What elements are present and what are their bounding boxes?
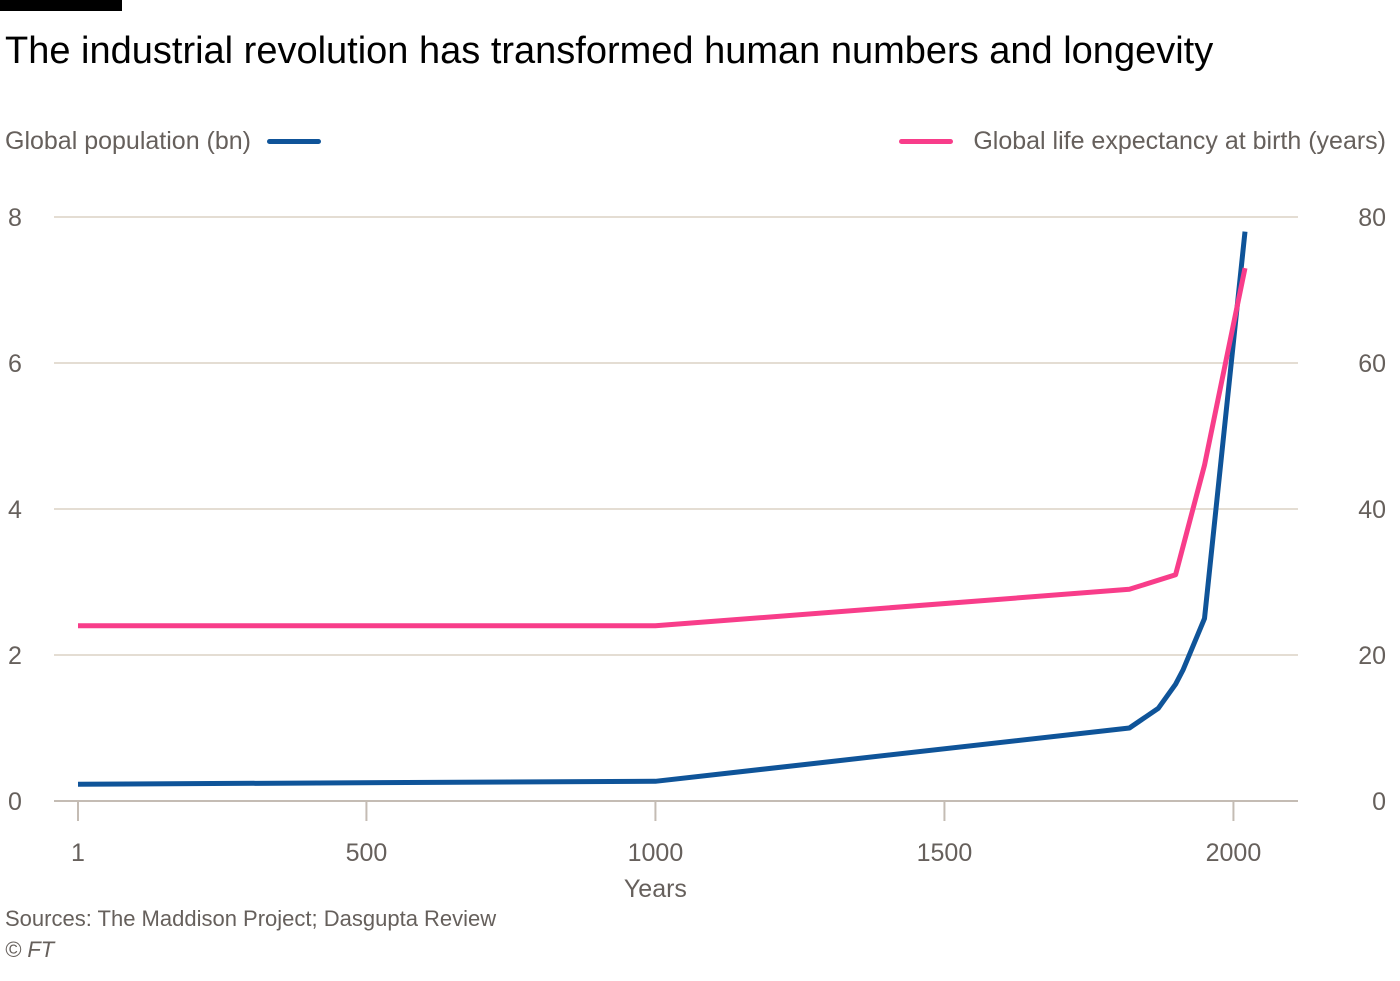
y-right-tick-label: 60: [1358, 350, 1386, 378]
legend-life-expectancy: Global life expectancy at birth (years): [899, 124, 1386, 158]
y-left-tick-label: 6: [8, 350, 22, 378]
y-axis-left-ticks: 0 2 4 6 8: [8, 204, 22, 816]
legend-population-swatch: [267, 138, 321, 144]
chart-title: The industrial revolution has transforme…: [5, 30, 1214, 72]
ft-top-bar: [0, 0, 122, 11]
gridlines: [54, 216, 1298, 656]
y-right-tick-label: 0: [1372, 788, 1386, 816]
series-line-life-expectancy: [78, 267, 1248, 629]
legend-population-label: Global population (bn): [5, 126, 251, 155]
x-tick-label: 1500: [917, 839, 973, 867]
y-left-tick-label: 4: [8, 496, 22, 524]
y-right-tick-label: 40: [1358, 496, 1386, 524]
y-axis-right-ticks: 0 20 40 60 80: [1358, 204, 1386, 816]
y-right-tick-label: 80: [1358, 204, 1386, 232]
x-axis-ticks: 1 500 1000 1500 2000: [71, 801, 1261, 867]
y-left-tick-label: 0: [8, 788, 22, 816]
x-axis-label: Years: [624, 875, 687, 903]
copyright: © FT: [5, 937, 55, 962]
x-tick-label: 2000: [1206, 839, 1262, 867]
y-left-tick-label: 8: [8, 204, 22, 232]
legend-life-label: Global life expectancy at birth (years): [973, 126, 1386, 155]
series-lines: [77, 231, 1248, 787]
x-tick-label: 1: [71, 839, 85, 867]
y-left-tick-label: 2: [8, 642, 22, 670]
legend-life-swatch: [899, 138, 954, 144]
y-right-tick-label: 20: [1358, 642, 1386, 670]
x-tick-label: 500: [346, 839, 388, 867]
legend-population: Global population (bn): [5, 124, 321, 158]
series-line-population: [77, 231, 1248, 787]
sources-note: Sources: The Maddison Project; Dasgupta …: [5, 906, 497, 931]
x-tick-label: 1000: [628, 839, 684, 867]
